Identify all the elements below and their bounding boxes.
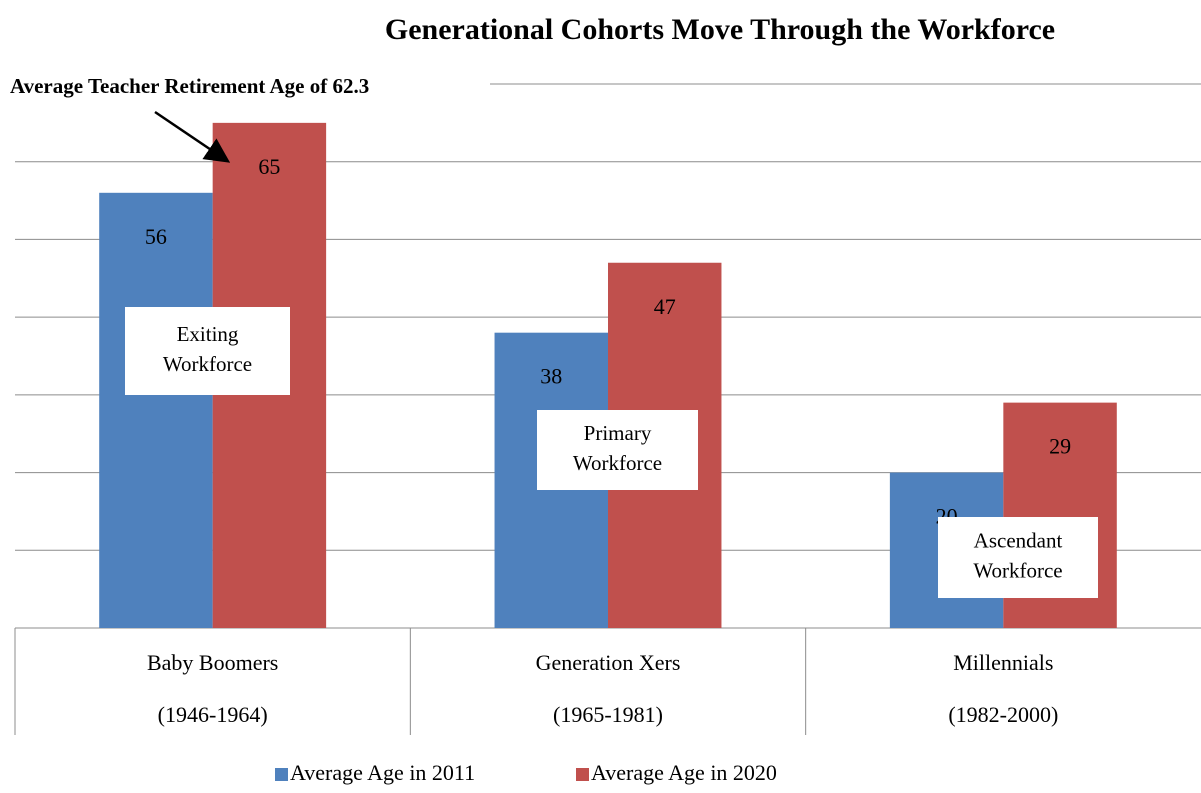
chart-title: Generational Cohorts Move Through the Wo… — [385, 13, 1055, 46]
group-label: Workforce — [973, 558, 1062, 582]
group-label: Exiting — [177, 322, 239, 346]
bar — [99, 192, 213, 629]
x-tick-label: Baby Boomers — [147, 650, 278, 675]
group-label: Ascendant — [974, 528, 1063, 552]
group-label-box — [537, 410, 698, 490]
x-tick-label: (1982-2000) — [948, 702, 1058, 727]
x-tick-label: Generation Xers — [536, 650, 681, 675]
group-label-box — [938, 517, 1098, 598]
value-label: 38 — [540, 364, 562, 389]
value-label: 47 — [654, 294, 676, 319]
legend-swatch — [275, 768, 288, 781]
x-tick-label: Millennials — [953, 650, 1053, 675]
annotation-arrow — [154, 110, 231, 163]
annotation: Average Teacher Retirement Age of 62.3 — [10, 74, 369, 98]
value-label: 56 — [145, 224, 167, 249]
group-label: Workforce — [573, 451, 662, 475]
legend-swatch — [576, 768, 589, 781]
annotation-bg — [0, 70, 490, 106]
group-label-box — [125, 307, 290, 395]
legend-label: Average Age in 2020 — [591, 760, 777, 785]
x-tick-label: (1946-1964) — [158, 702, 268, 727]
legend-label: Average Age in 2011 — [290, 760, 475, 785]
value-label: 65 — [258, 154, 280, 179]
x-tick-label: (1965-1981) — [553, 702, 663, 727]
value-label: 29 — [1049, 434, 1071, 459]
group-label: Primary — [584, 421, 652, 445]
group-label: Workforce — [163, 352, 252, 376]
